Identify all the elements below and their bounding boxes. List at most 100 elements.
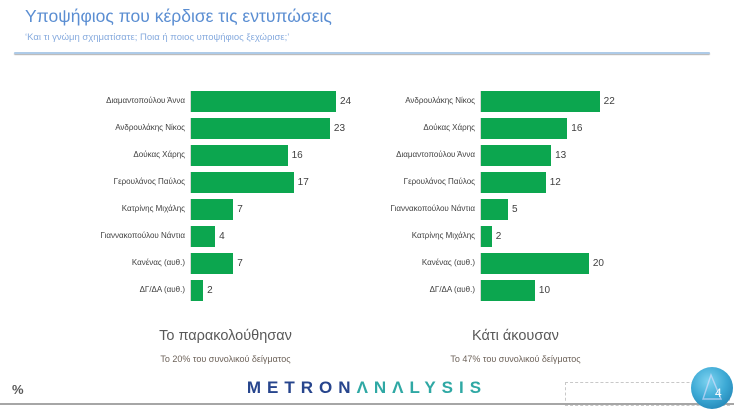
value-label: 23 xyxy=(333,123,346,134)
value-label: 16 xyxy=(571,123,583,134)
bar-zone: 7 xyxy=(190,199,368,220)
value-label: 17 xyxy=(297,177,309,188)
bar-zone: 12 xyxy=(480,172,658,193)
category-label: ΔΓ/ΔΑ (αυθ.) xyxy=(429,285,475,295)
chart-rows: Διαμαντοπούλου Άννα 24 Ανδρουλάκης Νίκος 23… xyxy=(83,88,368,304)
bar-row: Γερουλάνος Παύλος 12 xyxy=(373,169,658,196)
category-label: ΔΓ/ΔΑ (αυθ.) xyxy=(139,285,185,295)
bar-zone: 2 xyxy=(480,226,658,247)
bar-row: Ανδρουλάκης Νίκος 22 xyxy=(373,88,658,115)
category-label: Δούκας Χάρης xyxy=(423,123,475,133)
bottom-rule xyxy=(0,403,734,405)
bar xyxy=(191,226,216,247)
category-label: Διαμαντοπούλου Άννα xyxy=(396,150,475,160)
bar-row: Διαμαντοπούλου Άννα 24 xyxy=(83,88,368,115)
value-label: 7 xyxy=(237,258,243,269)
bar xyxy=(481,118,568,139)
value-label: 7 xyxy=(237,204,243,215)
bar-zone: 2 xyxy=(190,280,368,301)
value-label: 16 xyxy=(291,150,303,161)
bar-zone: 5 xyxy=(480,199,658,220)
bar xyxy=(191,280,204,301)
bar-row: Κατρίνης Μιχάλης 7 xyxy=(83,196,368,223)
bar-row: Γιαννακοπούλου Νάντια 5 xyxy=(373,196,658,223)
value-label: 10 xyxy=(538,285,551,296)
value-label: 12 xyxy=(549,177,561,188)
bar-row: Κανένας (αυθ.) 7 xyxy=(83,250,368,277)
bar xyxy=(191,145,288,166)
bar xyxy=(481,172,546,193)
bar-row: ΔΓ/ΔΑ (αυθ.) 10 xyxy=(373,277,658,304)
bar-row: Κατρίνης Μιχάλης 2 xyxy=(373,223,658,250)
bar xyxy=(191,118,330,139)
category-label: Κανένας (αυθ.) xyxy=(421,258,475,268)
bar xyxy=(481,199,508,220)
bar-row: Ανδρουλάκης Νίκος 23 xyxy=(83,115,368,142)
category-label: Ανδρουλάκης Νίκος xyxy=(405,96,475,106)
category-label: Κατρίνης Μιχάλης xyxy=(121,204,185,214)
value-label: 24 xyxy=(339,96,352,107)
bar-row: Κανένας (αυθ.) 20 xyxy=(373,250,658,277)
bar-zone: 4 xyxy=(190,226,368,247)
bar-zone: 22 xyxy=(480,91,658,112)
value-label: 2 xyxy=(495,231,502,242)
chart-sample-note: Το 47% του συνολικού δείγματος xyxy=(450,354,581,364)
bar xyxy=(191,253,234,274)
bar-row: Δούκας Χάρης 16 xyxy=(83,142,368,169)
category-label: Κατρίνης Μιχάλης xyxy=(411,231,475,241)
value-label: 13 xyxy=(555,150,567,161)
bar xyxy=(191,91,336,112)
bar-zone: 17 xyxy=(190,172,368,193)
bar-row: Διαμαντοπούλου Άννα 13 xyxy=(373,142,658,169)
page-title: Υποψήφιος που κέρδισε τις εντυπώσεις xyxy=(25,6,332,26)
category-label: Γερουλάνος Παύλος xyxy=(113,177,185,187)
category-label: Ανδρουλάκης Νίκος xyxy=(115,123,185,133)
category-label: Γιαννακοπούλου Νάντια xyxy=(390,204,475,214)
chart-caption: Κάτι άκουσαν xyxy=(472,328,559,344)
page-number: 4 xyxy=(715,386,722,400)
value-label: 4 xyxy=(219,231,225,242)
bar-row: Γερουλάνος Παύλος 17 xyxy=(83,169,368,196)
bar xyxy=(481,226,492,247)
value-label: 22 xyxy=(603,96,615,107)
bar-row: ΔΓ/ΔΑ (αυθ.) 2 xyxy=(83,277,368,304)
value-label: 2 xyxy=(207,285,213,296)
category-label: Γερουλάνος Παύλος xyxy=(403,177,475,187)
brand-metron: METRON xyxy=(246,378,357,397)
bar xyxy=(191,199,234,220)
bar xyxy=(481,145,552,166)
chart-heard: Ανδρουλάκης Νίκος 22 Δούκας Χάρης 16 Διαμαντ… xyxy=(373,88,658,364)
metron-logo-icon: 4 xyxy=(691,367,733,409)
page-number-badge: 4 xyxy=(690,366,734,410)
bar-zone: 10 xyxy=(480,280,658,301)
value-label: 5 xyxy=(511,204,518,215)
brand-logo: METRONΛNΛLYSIS xyxy=(0,378,734,398)
bar xyxy=(191,172,294,193)
bar xyxy=(481,280,535,301)
header-divider xyxy=(14,52,710,54)
page-subtitle: ‘Και τι γνώμη σχηματίσατε; Ποια ή ποιος … xyxy=(25,32,290,43)
chart-sample-note: Το 20% του συνολικού δείγματος xyxy=(160,354,291,364)
bar-zone: 23 xyxy=(190,118,368,139)
chart-watched: Διαμαντοπούλου Άννα 24 Ανδρουλάκης Νίκος 23… xyxy=(83,88,368,364)
bar-zone: 20 xyxy=(480,253,658,274)
bar xyxy=(481,91,600,112)
category-label: Κανένας (αυθ.) xyxy=(131,258,185,268)
bar-row: Γιαννακοπούλου Νάντια 4 xyxy=(83,223,368,250)
category-label: Δούκας Χάρης xyxy=(133,150,185,160)
bar-zone: 24 xyxy=(190,91,368,112)
bar-zone: 13 xyxy=(480,145,658,166)
bar-zone: 16 xyxy=(190,145,368,166)
bar-zone: 7 xyxy=(190,253,368,274)
category-label: Γιαννακοπούλου Νάντια xyxy=(100,231,185,241)
value-label: 20 xyxy=(592,258,604,269)
chart-caption: Το παρακολούθησαν xyxy=(159,328,292,344)
bar-row: Δούκας Χάρης 16 xyxy=(373,115,658,142)
percent-unit-label: % xyxy=(12,382,24,397)
category-label: Διαμαντοπούλου Άννα xyxy=(106,96,185,106)
bar xyxy=(481,253,589,274)
bar-zone: 16 xyxy=(480,118,658,139)
brand-analysis: ΛNΛLYSIS xyxy=(356,378,488,397)
chart-rows: Ανδρουλάκης Νίκος 22 Δούκας Χάρης 16 Διαμαντ… xyxy=(373,88,658,304)
